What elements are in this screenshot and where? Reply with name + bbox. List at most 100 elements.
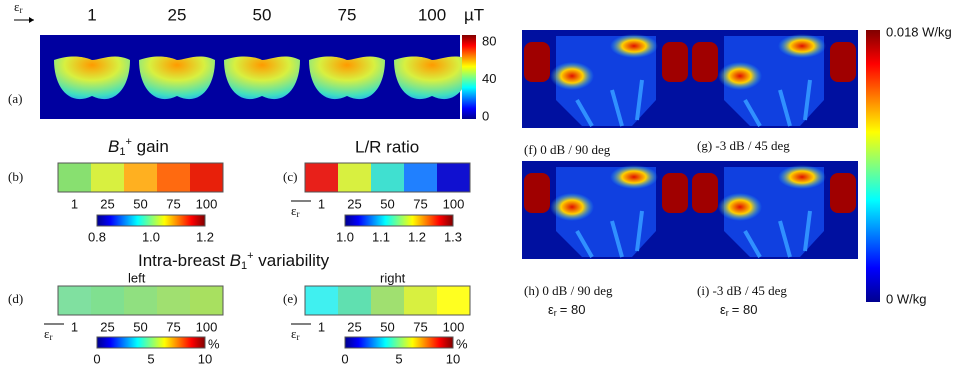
strip-cell [338, 163, 371, 192]
header-values: 1 25 50 75 100 [87, 5, 446, 24]
strip-cell [190, 286, 223, 315]
colorbar-ticks: 80 40 0 [482, 33, 496, 123]
colorbar-tick: 10 [198, 351, 212, 366]
tick-label: 75 [413, 196, 427, 211]
tick-label: 1 [318, 196, 325, 211]
breast-pair [309, 56, 385, 99]
epsilon-label: εr [14, 0, 22, 15]
unit: % [456, 336, 468, 351]
panel-title: L/R ratio [355, 137, 419, 156]
breast-pair [394, 56, 470, 99]
header-value: 1 [87, 5, 96, 24]
colorbar-tick: 0.8 [88, 229, 106, 244]
colorbar-min: 0 W/kg [886, 291, 926, 306]
colorbar-tick: 1.0 [336, 229, 354, 244]
sar-map [522, 30, 690, 128]
subtitle: right [380, 270, 406, 285]
tick-label: 100 [196, 319, 218, 334]
header-value: 25 [168, 5, 187, 24]
tick-label: 25 [100, 319, 114, 334]
unit: µT [464, 5, 484, 24]
colorbar-tick: 40 [482, 71, 496, 86]
panel-label: (e) [283, 291, 297, 306]
epsilon-label: εr [291, 326, 299, 342]
colorbar-tick: 5 [395, 351, 402, 366]
strip-cell [338, 286, 371, 315]
breast-maps [54, 56, 470, 99]
strip-cell [437, 286, 470, 315]
header-value: 100 [418, 5, 446, 24]
colorbar-tick: 5 [147, 351, 154, 366]
tick-label: 100 [196, 196, 218, 211]
colorbar-tick: 0 [93, 351, 100, 366]
colorbar [345, 215, 453, 226]
tick-label: 50 [380, 319, 394, 334]
panel-title: B1+ gain [108, 136, 169, 158]
colorbar [345, 337, 453, 348]
strip-cell [437, 163, 470, 192]
colorbar-tick: 1.3 [444, 229, 462, 244]
tick-label: 50 [380, 196, 394, 211]
tick-label: 100 [443, 319, 465, 334]
breast-pair [224, 56, 300, 99]
caption: (h) 0 dB / 90 deg [524, 283, 613, 298]
colorbar-tick: 0 [482, 108, 489, 123]
subscript: r [49, 332, 52, 342]
caption: (i) -3 dB / 45 deg [697, 283, 787, 298]
sar-map [690, 161, 858, 259]
colorbar-max: 0.018 W/kg [886, 24, 952, 39]
header-value: 50 [253, 5, 272, 24]
strip-cell [91, 163, 124, 192]
tick-label: 1 [71, 196, 78, 211]
epsilon-label: εr [291, 203, 299, 219]
colorbar-tick: 10 [446, 351, 460, 366]
tick-label: 75 [166, 319, 180, 334]
colorbar [97, 337, 205, 348]
tick-label: 1 [318, 319, 325, 334]
tick-label: 100 [443, 196, 465, 211]
strip-cell [404, 163, 437, 192]
breast-pair [139, 56, 215, 99]
colorbar-tick: 80 [482, 33, 496, 48]
caption: (g) -3 dB / 45 deg [697, 138, 790, 153]
strip-cell [124, 286, 157, 315]
arrow-head [29, 17, 34, 23]
strip-cell [371, 163, 404, 192]
colorbar-tick: 1.2 [196, 229, 214, 244]
colorbar-tick: 1.1 [372, 229, 390, 244]
tick-label: 50 [133, 319, 147, 334]
colorbar-tick: 0 [341, 351, 348, 366]
strip-cell [305, 286, 338, 315]
header-value: 75 [338, 5, 357, 24]
sar-map [690, 30, 858, 128]
subscript: r [296, 332, 299, 342]
panel-label: (d) [8, 291, 23, 306]
strip-cell [305, 163, 338, 192]
strip-cell [371, 286, 404, 315]
panel-label: (b) [8, 169, 23, 184]
breast-pair [54, 56, 130, 99]
tick-label: 75 [413, 319, 427, 334]
subtitle: left [128, 270, 146, 285]
caption: εr= 80 [720, 302, 757, 318]
caption: (f) 0 dB / 90 deg [524, 142, 611, 157]
strip-cell [58, 163, 91, 192]
strip-cell [404, 286, 437, 315]
colorbar [462, 35, 476, 119]
subscript: r [296, 209, 299, 219]
panel-label: (c) [283, 169, 297, 184]
section-title: Intra-breast B1+ variability [138, 250, 330, 272]
strip-cell [58, 286, 91, 315]
strip-cell [190, 163, 223, 192]
tick-label: 1 [71, 319, 78, 334]
strip-cell [157, 163, 190, 192]
colorbar [97, 215, 205, 226]
caption: εr= 80 [548, 302, 585, 318]
strip-cell [124, 163, 157, 192]
sar-map [522, 161, 690, 259]
colorbar-tick: 1.2 [408, 229, 426, 244]
colorbar-tick: 1.0 [142, 229, 160, 244]
tick-label: 25 [347, 319, 361, 334]
strip-cell [91, 286, 124, 315]
strip-cell [157, 286, 190, 315]
